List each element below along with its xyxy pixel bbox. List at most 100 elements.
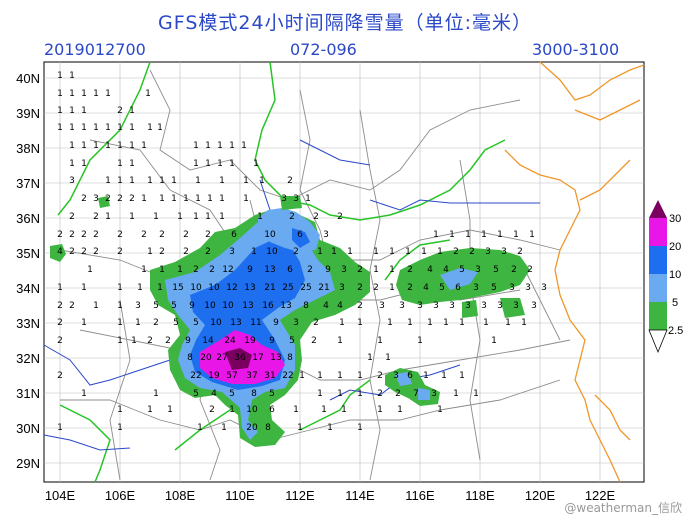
- grid-value: 2: [373, 283, 379, 293]
- grid-value: 9: [325, 265, 331, 275]
- grid-value: 1: [331, 247, 337, 257]
- grid-value: 1: [389, 283, 395, 293]
- grid-value: 1: [129, 141, 135, 151]
- lon-label: 120E: [525, 488, 556, 503]
- grid-value: 13: [244, 283, 255, 293]
- grid-value: 2: [209, 265, 215, 275]
- grid-value: 1: [443, 318, 449, 328]
- legend-label-2.5: 2.5: [668, 325, 683, 337]
- grid-value: 1: [137, 283, 143, 293]
- grid-value: 1: [81, 283, 87, 293]
- grid-values: 1 11 1 1 1 1 11 1 1 2 11 1 1 1 1 1 1 1 11 1 1 1 1 1 1 1 1 1 1 11 1 1 1 1 1…: [57, 71, 547, 433]
- grid-value: 1: [117, 336, 123, 346]
- grid-value: 1: [129, 106, 135, 116]
- grid-value: 1: [481, 230, 487, 240]
- legend-swatch-20: [649, 218, 667, 246]
- grid-value: 3: [379, 301, 385, 311]
- grid-value: 3: [417, 301, 423, 311]
- grid-value: 1: [81, 123, 87, 133]
- grid-value: 1: [105, 89, 111, 99]
- grid-value: 1: [147, 247, 153, 257]
- grid-value: 2: [293, 247, 299, 257]
- grid-value: 2: [511, 265, 517, 275]
- grid-value: 3: [93, 194, 99, 204]
- grid-value: 1: [243, 194, 249, 204]
- grid-value: 1: [117, 141, 123, 151]
- grid-value: 1: [217, 141, 223, 151]
- grid-value: 1: [497, 230, 503, 240]
- grid-value: 1: [69, 89, 75, 99]
- grid-value: 2: [377, 389, 383, 399]
- grid-value: 1: [129, 212, 135, 222]
- legend-swatch-2.5: [649, 302, 667, 330]
- grid-value: 1: [357, 318, 363, 328]
- grid-value: 1: [389, 247, 395, 257]
- grid-value: 1: [147, 176, 153, 186]
- grid-value: 37: [246, 371, 257, 381]
- lat-label: 31N: [16, 386, 40, 401]
- grid-value: 3: [509, 283, 515, 293]
- grid-value: 20: [200, 353, 212, 363]
- grid-value: 1: [389, 265, 395, 275]
- grid-value: 10: [246, 405, 258, 415]
- snow-area-se-5b: [418, 388, 430, 400]
- grid-value: 22: [190, 371, 201, 381]
- grid-value: 1: [81, 141, 87, 151]
- grid-value: 3: [341, 265, 347, 275]
- grid-value: 3: [475, 265, 481, 275]
- legend-label-20: 20: [669, 241, 681, 253]
- grid-value: 1: [193, 212, 199, 222]
- grid-value: 3: [465, 301, 471, 311]
- grid-value: 1: [197, 423, 203, 433]
- grid-value: 5: [153, 301, 159, 311]
- grid-value: 1: [147, 405, 153, 415]
- lon-label: 106E: [105, 488, 136, 503]
- grid-value: 3: [473, 283, 479, 293]
- lat-label: 32N: [16, 351, 40, 366]
- grid-value: 1: [513, 230, 519, 240]
- grid-value: 21: [318, 283, 329, 293]
- grid-value: 3: [69, 176, 75, 186]
- grid-value: 1: [483, 318, 489, 328]
- grid-value: 2: [395, 389, 401, 399]
- grid-value: 5: [289, 336, 295, 346]
- lat-label: 37N: [16, 176, 40, 191]
- grid-value: 1: [57, 283, 63, 293]
- grid-value: 1: [407, 318, 413, 328]
- grid-value: 1: [341, 405, 347, 415]
- grid-value: 2: [337, 212, 343, 222]
- lat-axis: 40N 39N 38N 37N 36N 35N 34N 33N 32N 31N …: [16, 71, 40, 471]
- grid-value: 1: [465, 230, 471, 240]
- grid-value: 1: [221, 423, 227, 433]
- grid-value: 1: [229, 141, 235, 151]
- grid-value: 14: [202, 336, 214, 346]
- grid-value: 1: [159, 194, 165, 204]
- lon-label: 118E: [465, 488, 495, 503]
- grid-value: 3: [339, 283, 345, 293]
- grid-value: 1: [437, 247, 443, 257]
- grid-value: 1: [217, 159, 223, 169]
- lon-label: 104E: [45, 488, 76, 503]
- grid-value: 15: [172, 283, 183, 293]
- grid-value: 2: [469, 247, 475, 257]
- lon-label: 112E: [285, 488, 315, 503]
- grid-value: 1: [397, 405, 403, 415]
- grid-value: 1: [377, 405, 383, 415]
- grid-value: 1: [117, 176, 123, 186]
- grid-value: 1: [81, 389, 87, 399]
- grid-value: 1: [337, 371, 343, 381]
- lat-label: 29N: [16, 456, 40, 471]
- grid-value: 2: [57, 318, 63, 328]
- legend-colorbar: 30 20 10 5 2.5: [648, 200, 683, 354]
- lat-label: 36N: [16, 211, 40, 226]
- grid-value: 5: [439, 283, 445, 293]
- grid-value: 2: [129, 194, 135, 204]
- grid-value: 4: [427, 265, 433, 275]
- grid-value: 1: [93, 141, 99, 151]
- legend-swatch-5: [649, 274, 667, 302]
- grid-value: 1: [491, 336, 497, 346]
- grid-value: 5: [171, 301, 177, 311]
- lat-label: 33N: [16, 316, 40, 331]
- grid-value: 10: [190, 283, 202, 293]
- grid-value: 4: [323, 301, 329, 311]
